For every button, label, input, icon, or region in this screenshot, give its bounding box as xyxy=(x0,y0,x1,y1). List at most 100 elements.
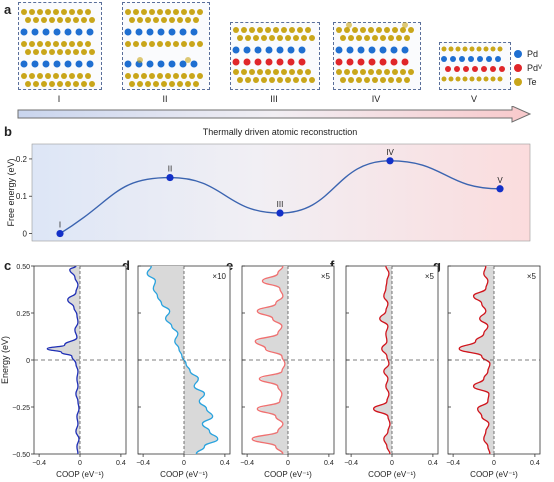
te-atom xyxy=(173,73,179,79)
te-atom xyxy=(61,73,67,79)
pd-atom xyxy=(459,56,465,62)
te-atom xyxy=(33,49,39,55)
pdv-atom xyxy=(298,58,306,66)
te-atom xyxy=(469,46,475,52)
scale-factor-label: ×10 xyxy=(212,272,226,281)
te-atom xyxy=(157,73,163,79)
pd-atom xyxy=(75,28,83,36)
energy-point-label: I xyxy=(59,221,61,230)
pd-atom xyxy=(450,56,456,62)
te-atom xyxy=(137,57,143,63)
panel-d-label: d xyxy=(122,258,130,273)
pdv-atom xyxy=(232,58,240,66)
pd-atom xyxy=(124,60,132,68)
te-atom xyxy=(133,73,139,79)
pd-atom xyxy=(157,60,165,68)
te-atom xyxy=(181,41,187,47)
te-atom xyxy=(340,35,346,41)
te-atom xyxy=(125,41,131,47)
te-atom xyxy=(336,27,342,33)
y-axis-label: Energy (eV) xyxy=(0,336,10,384)
te-atom xyxy=(469,76,475,82)
te-atom xyxy=(360,69,366,75)
pd-atom xyxy=(401,46,409,54)
te-atom xyxy=(408,69,414,75)
panel-f-label: f xyxy=(330,258,335,273)
te-atom xyxy=(41,49,47,55)
te-atom xyxy=(293,77,299,83)
te-atom xyxy=(165,73,171,79)
pdv-swatch xyxy=(514,64,522,72)
te-atom xyxy=(149,73,155,79)
te-atom xyxy=(253,35,259,41)
x-axis-label: COOP (eV⁻¹) xyxy=(160,470,208,479)
te-atom xyxy=(380,77,386,83)
scale-factor-label: ×5 xyxy=(527,272,537,281)
legend-item-te: Te xyxy=(514,75,542,89)
te-atom xyxy=(253,77,259,83)
pd-atom xyxy=(477,56,483,62)
x-axis-label: COOP (eV⁻¹) xyxy=(470,470,518,479)
te-atom xyxy=(400,27,406,33)
te-atom xyxy=(448,76,454,82)
te-atom xyxy=(149,41,155,47)
pd-atom xyxy=(287,46,295,54)
te-atom xyxy=(372,35,378,41)
te-atom xyxy=(169,17,175,23)
pd-atom xyxy=(179,60,187,68)
x-axis-label: COOP (eV⁻¹) xyxy=(368,470,416,479)
te-atom xyxy=(249,69,255,75)
pdv-atom xyxy=(499,66,505,72)
structure-label-I: I xyxy=(57,94,61,104)
energy-point-IV xyxy=(386,157,394,165)
te-atom xyxy=(161,81,167,87)
te-atom xyxy=(241,27,247,33)
te-atom xyxy=(73,17,79,23)
structure-label-IV: IV xyxy=(371,94,381,104)
te-atom xyxy=(165,41,171,47)
te-atom xyxy=(161,17,167,23)
te-atom xyxy=(257,27,263,33)
x-tick-label: −0.4 xyxy=(344,460,358,467)
te-atom xyxy=(25,49,31,55)
x-tick-label: 0 xyxy=(182,460,186,467)
te-atom xyxy=(396,77,402,83)
pd-atom xyxy=(64,60,72,68)
te-atom xyxy=(305,27,311,33)
te-atom xyxy=(25,81,31,87)
te-atom xyxy=(29,41,35,47)
te-atom xyxy=(368,69,374,75)
te-atom xyxy=(197,9,203,15)
coop-fill xyxy=(252,266,288,454)
te-atom xyxy=(476,46,482,52)
pd-atom xyxy=(146,60,154,68)
te-atom xyxy=(352,27,358,33)
te-atom xyxy=(197,73,203,79)
pdv-atom xyxy=(368,58,376,66)
te-atom xyxy=(189,41,195,47)
te-atom xyxy=(448,46,454,52)
pd-atom xyxy=(20,60,28,68)
te-atom xyxy=(77,9,83,15)
te-atom xyxy=(145,81,151,87)
te-swatch xyxy=(514,78,522,86)
te-atom xyxy=(237,35,243,41)
te-atom xyxy=(157,9,163,15)
y-axis-label: Free energy (eV) xyxy=(6,158,16,226)
te-atom xyxy=(193,81,199,87)
pd-atom xyxy=(298,46,306,54)
pd-atom xyxy=(254,46,262,54)
coop-fill xyxy=(373,266,392,454)
pdv-atom xyxy=(445,66,451,72)
panel-b-title: Thermally driven atomic reconstruction xyxy=(202,127,358,137)
te-atom xyxy=(81,17,87,23)
te-atom xyxy=(197,41,203,47)
te-atom xyxy=(241,69,247,75)
pd-atom xyxy=(190,60,198,68)
progress-arrow xyxy=(17,106,532,123)
panel-b-label: b xyxy=(4,124,12,139)
te-atom xyxy=(348,77,354,83)
legend-label-pdv: Pd xyxy=(527,63,539,73)
te-atom xyxy=(33,81,39,87)
pd-atom xyxy=(357,46,365,54)
